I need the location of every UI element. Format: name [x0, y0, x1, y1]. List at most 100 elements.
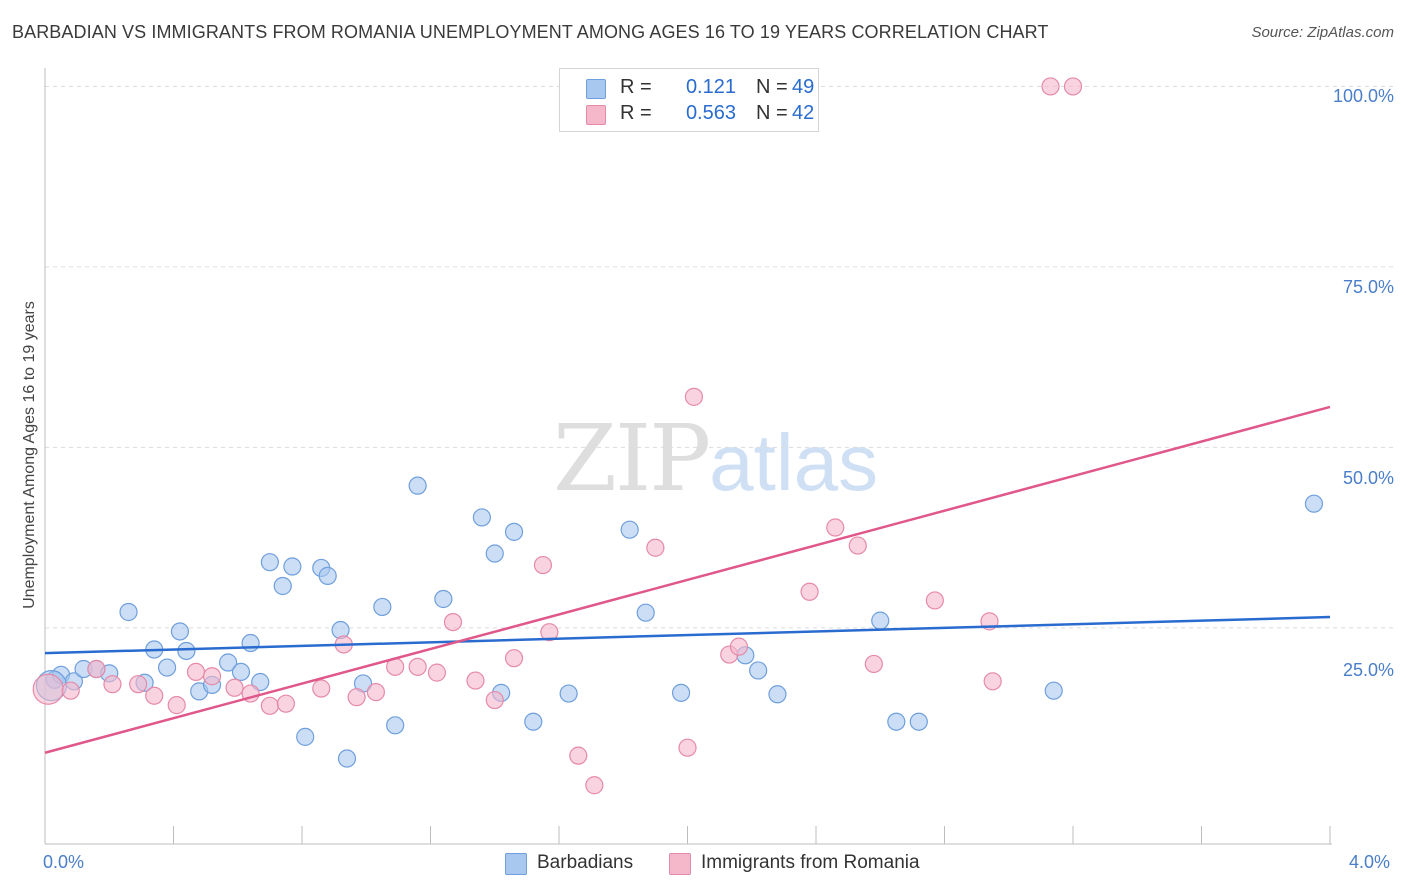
trend-layer	[44, 405, 1331, 754]
data-point-blue	[636, 603, 655, 622]
data-point-pink	[186, 662, 206, 682]
data-point-blue	[296, 727, 315, 746]
data-point-blue	[157, 658, 177, 677]
legend-swatch-blue	[586, 79, 606, 99]
data-point-blue	[119, 602, 138, 622]
data-point-blue	[241, 633, 260, 653]
source-credit: Source: ZipAtlas.com	[1251, 24, 1394, 41]
n-label: N =	[756, 102, 788, 124]
r-value: 0.563	[685, 102, 736, 124]
legend-label-romania: Immigrants from Romania	[701, 852, 920, 873]
data-point-blue	[620, 520, 639, 539]
y-tick-label-25: 25.0%	[1342, 660, 1394, 680]
n-label: N =	[756, 76, 788, 98]
data-point-pink	[408, 657, 427, 676]
points-layer	[32, 77, 1324, 795]
data-point-pink	[585, 776, 604, 795]
data-point-pink	[202, 667, 222, 686]
data-point-pink	[533, 555, 553, 575]
data-point-blue	[386, 716, 405, 735]
data-point-blue	[559, 684, 578, 703]
chart-title: BARBADIAN VS IMMIGRANTS FROM ROMANIA UNE…	[12, 22, 1049, 42]
legend-label-barbadians: Barbadians	[537, 852, 634, 873]
data-point-pink	[540, 623, 559, 642]
data-point-blue	[373, 597, 392, 617]
data-point-pink	[276, 694, 296, 713]
y-tick-label-75: 75.0%	[1342, 277, 1394, 297]
data-point-pink	[466, 671, 485, 690]
grid-layer	[45, 85, 1394, 629]
y-tick-label-100: 100.0%	[1332, 86, 1394, 106]
trend-line-pink	[44, 405, 1331, 754]
legend-swatch-pink	[669, 853, 691, 875]
data-point-pink	[1063, 77, 1083, 96]
data-point-blue	[273, 576, 292, 596]
data-point-pink	[925, 591, 944, 610]
trend-line-blue	[44, 615, 1331, 655]
data-point-blue	[260, 553, 279, 572]
data-point-blue	[434, 589, 453, 609]
data-point-pink	[443, 612, 463, 632]
data-point-blue	[337, 749, 357, 768]
watermark-atlas: atlas	[709, 418, 879, 507]
data-point-blue	[768, 685, 787, 704]
n-value: 49	[792, 76, 815, 98]
data-point-pink	[678, 738, 697, 757]
legend-swatch-blue	[505, 853, 527, 875]
data-point-pink	[983, 672, 1002, 691]
r-value: 0.121	[685, 76, 736, 98]
data-point-blue	[472, 508, 491, 527]
x-tick-label-min: 0.0%	[43, 852, 85, 872]
legend-swatch-pink	[586, 105, 606, 125]
data-point-pink	[225, 678, 244, 697]
data-point-pink	[1041, 77, 1060, 96]
data-point-pink	[129, 675, 148, 694]
data-point-blue	[871, 611, 890, 630]
y-tick-label-50: 50.0%	[1342, 468, 1394, 488]
data-point-blue	[909, 712, 928, 731]
data-point-pink	[504, 649, 524, 668]
series-legend: Barbadians Immigrants from Romania	[0, 851, 1406, 877]
data-point-pink	[800, 582, 819, 601]
y-axis-label: Unemployment Among Ages 16 to 19 years	[21, 301, 38, 609]
data-point-pink	[145, 686, 164, 705]
data-point-pink	[87, 659, 106, 679]
data-point-blue	[219, 653, 238, 672]
r-label: R =	[620, 76, 652, 98]
data-point-blue	[177, 641, 196, 661]
data-point-pink	[848, 536, 867, 555]
data-point-blue	[485, 544, 504, 563]
data-point-blue	[1304, 494, 1324, 513]
data-point-pink	[347, 688, 366, 707]
data-point-blue	[231, 662, 251, 682]
data-point-pink	[729, 637, 749, 656]
watermark-zip: ZIP	[553, 405, 711, 512]
data-point-blue	[887, 712, 906, 731]
stats-legend: R = 0.121 N = 49 R = 0.563 N = 42	[559, 68, 819, 132]
n-value: 42	[792, 102, 815, 124]
data-point-pink	[684, 387, 704, 406]
data-point-pink	[32, 673, 64, 705]
data-point-blue	[524, 712, 543, 731]
data-point-pink	[366, 683, 385, 702]
r-label: R =	[620, 102, 652, 124]
data-point-blue	[504, 522, 524, 541]
data-point-pink	[103, 675, 122, 694]
data-point-pink	[646, 538, 665, 557]
data-point-blue	[283, 557, 302, 576]
data-point-pink	[61, 681, 80, 700]
data-point-pink	[427, 663, 447, 682]
data-point-pink	[167, 696, 186, 715]
data-point-blue	[1044, 681, 1063, 700]
data-point-blue	[671, 683, 691, 702]
data-point-pink	[312, 679, 331, 698]
data-point-pink	[485, 690, 504, 710]
axis-layer	[44, 68, 1332, 845]
data-point-blue	[318, 566, 337, 585]
data-point-pink	[826, 518, 845, 537]
data-point-pink	[569, 746, 588, 765]
watermark: ZIPatlas	[553, 405, 878, 512]
x-tick-label-max: 4.0%	[1349, 852, 1391, 872]
data-point-pink	[864, 654, 883, 674]
